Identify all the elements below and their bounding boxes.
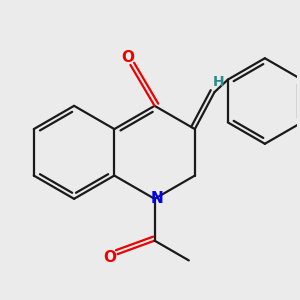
Text: N: N [151,191,163,206]
Text: H: H [213,75,224,89]
Text: O: O [121,50,134,65]
Text: O: O [103,250,116,265]
